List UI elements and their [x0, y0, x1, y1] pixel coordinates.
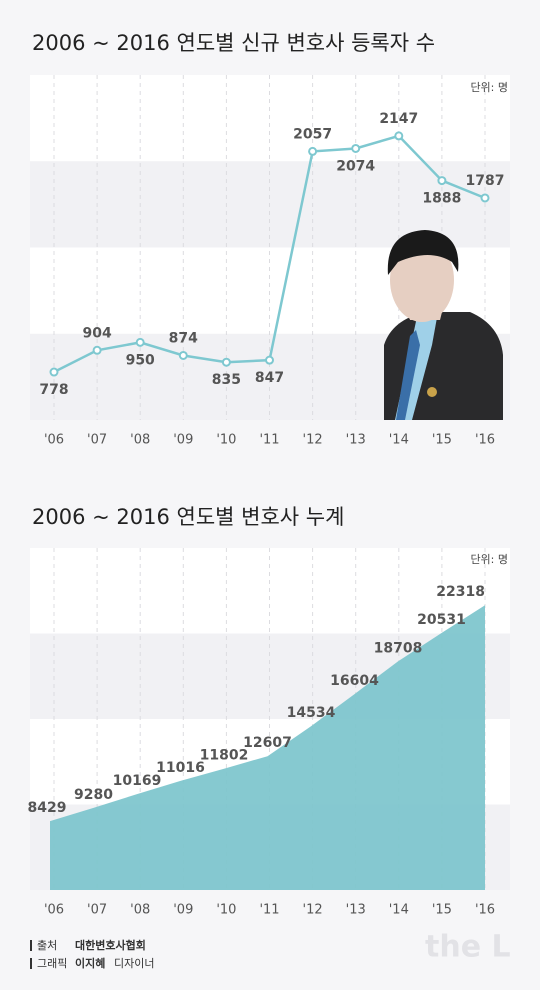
x-tick-label: '12: [303, 903, 323, 918]
x-tick-label: '08: [130, 433, 150, 448]
value-label: 874: [169, 330, 198, 346]
x-tick-label: '13: [346, 903, 366, 918]
value-label: 950: [126, 352, 155, 368]
value-label: 16604: [330, 673, 379, 689]
x-tick-label: '07: [87, 433, 107, 448]
x-tick-label: '10: [216, 433, 236, 448]
series-area: [50, 605, 485, 890]
point: [135, 337, 145, 347]
value-label: 18708: [374, 640, 423, 656]
source-label: 출처: [37, 939, 57, 952]
value-label: 22318: [436, 584, 485, 600]
source: 대한변호사협회: [75, 938, 146, 952]
lawyer-illustration: [384, 230, 503, 420]
x-tick-label: '11: [259, 433, 279, 448]
unit-label: 단위: 명: [470, 553, 508, 566]
value-label: 2057: [293, 126, 332, 142]
value-label: 20531: [417, 612, 466, 628]
x-tick-label: '15: [432, 433, 452, 448]
value-label: 847: [255, 370, 284, 386]
x-tick-label: '09: [173, 433, 193, 448]
bullet: [30, 940, 32, 951]
x-tick-label: '06: [44, 433, 64, 448]
value-label: 12607: [243, 735, 292, 751]
point: [221, 357, 231, 367]
footer: 출처 대한변호사협회 그래픽 이지혜 디자이너 the L: [30, 930, 511, 970]
point: [178, 350, 188, 360]
x-tick-label: '10: [216, 903, 236, 918]
value-label: 904: [82, 325, 111, 341]
point: [308, 146, 318, 156]
value-label: 835: [212, 372, 241, 388]
logo: the L: [425, 930, 511, 965]
designer-role: 디자이너: [114, 957, 154, 970]
value-label: 2147: [379, 111, 418, 127]
x-tick-label: '09: [173, 903, 193, 918]
x-tick-label: '16: [475, 433, 495, 448]
point: [265, 355, 274, 365]
bullet: [30, 958, 32, 969]
value-label: 11802: [200, 748, 249, 764]
x-tick-label: '14: [389, 433, 409, 448]
value-label: 9280: [74, 787, 113, 803]
x-tick-label: '16: [475, 903, 495, 918]
value-label: 8429: [28, 800, 67, 816]
value-label: 10169: [113, 773, 162, 789]
x-tick-label: '08: [130, 903, 150, 918]
value-label: 14534: [287, 705, 336, 721]
point: [49, 367, 59, 377]
point: [394, 131, 404, 141]
x-tick-label: '15: [432, 903, 452, 918]
value-label: 1888: [422, 191, 461, 207]
designer: 이지혜: [75, 956, 105, 970]
value-label: 778: [39, 382, 68, 398]
x-tick-label: '07: [87, 903, 107, 918]
chart-title: 2006 ~ 2016 연도별 변호사 누계: [32, 505, 344, 529]
chart-title: 2006 ~ 2016 연도별 신규 변호사 등록자 수: [32, 31, 435, 55]
x-tick-label: '11: [259, 903, 279, 918]
unit-label: 단위: 명: [470, 81, 508, 94]
value-label: 2074: [336, 158, 375, 174]
point: [480, 193, 490, 203]
point: [351, 143, 361, 153]
x-tick-label: '14: [389, 903, 409, 918]
value-label: 11016: [156, 760, 205, 776]
x-tick-label: '13: [346, 433, 366, 448]
graphic-label: 그래픽: [37, 957, 67, 970]
point: [92, 345, 102, 355]
x-tick-label: '06: [44, 903, 64, 918]
x-tick-label: '12: [303, 433, 323, 448]
value-label: 1787: [466, 173, 505, 189]
point: [437, 176, 447, 186]
